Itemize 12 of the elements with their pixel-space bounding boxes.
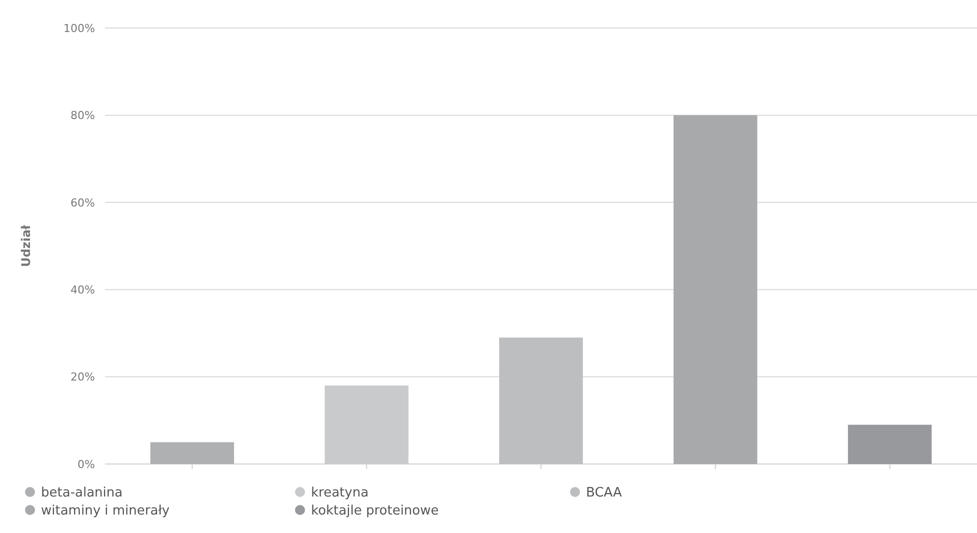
- legend-label: beta-alanina: [41, 486, 123, 501]
- y-tick-label: 0%: [78, 458, 95, 471]
- legend-label: koktajle proteinowe: [311, 504, 439, 519]
- y-tick-label: 100%: [64, 22, 95, 35]
- y-tick-label: 60%: [70, 196, 95, 210]
- y-axis-title: Udział: [19, 224, 33, 267]
- y-tick-label: 20%: [70, 370, 95, 384]
- legend-label: kreatyna: [311, 486, 369, 501]
- y-tick-label: 80%: [70, 109, 95, 122]
- legend-label: BCAA: [586, 486, 622, 501]
- y-tick-label: 40%: [70, 283, 95, 296]
- legend-label: witaminy i minerały: [41, 504, 170, 519]
